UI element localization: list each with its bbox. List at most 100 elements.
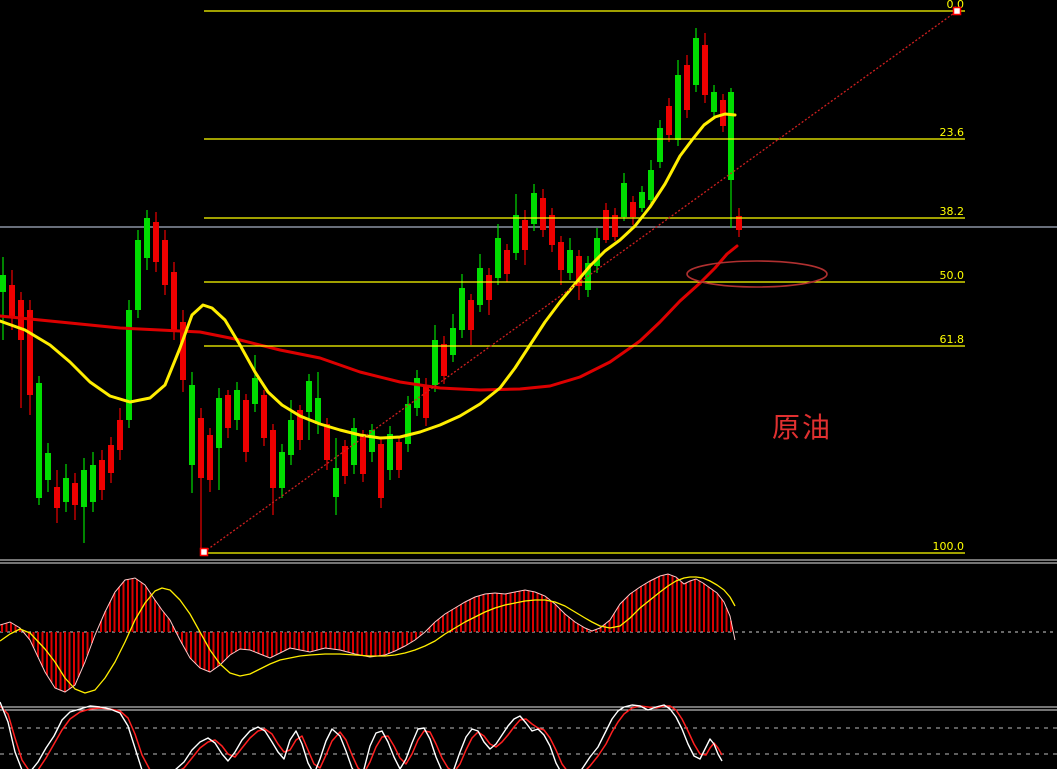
candle-body	[414, 378, 420, 408]
candle-body	[666, 106, 672, 135]
fib-level-label: 0.0	[947, 0, 965, 11]
candle-body	[108, 445, 114, 473]
candle-body	[0, 275, 6, 292]
candle-body	[27, 310, 33, 395]
ellipse-annotation[interactable]	[686, 260, 828, 288]
candle-body	[117, 420, 123, 450]
candle-body	[9, 285, 15, 318]
candle-body	[288, 420, 294, 455]
candle-body	[648, 170, 654, 200]
candle-body	[540, 198, 546, 230]
candle-body	[99, 460, 105, 490]
candle-body	[126, 310, 132, 420]
candle-body	[639, 192, 645, 208]
candle-body	[378, 444, 384, 498]
candle-body	[306, 381, 312, 412]
candle-body	[594, 238, 600, 266]
fib-level-label: 50.0	[940, 269, 965, 282]
candle-body	[369, 430, 375, 452]
candle-body	[459, 288, 465, 330]
candle-body	[405, 404, 411, 444]
candle-body	[477, 268, 483, 305]
candle-body	[603, 210, 609, 240]
candle-body	[711, 92, 717, 112]
candle-body	[54, 487, 60, 508]
candle-body	[531, 193, 537, 224]
candle-body	[567, 250, 573, 273]
candle-body	[495, 238, 501, 278]
candle-body	[180, 322, 186, 380]
candle-body	[387, 434, 393, 470]
candle-body	[657, 128, 663, 162]
candle-body	[297, 410, 303, 440]
candle-body	[81, 470, 87, 507]
candle-body	[351, 428, 357, 465]
ma-red-line	[0, 244, 739, 392]
candle-body	[513, 215, 519, 253]
stochastic-signal-line	[0, 705, 723, 769]
candle-body	[171, 272, 177, 330]
candle-body	[675, 75, 681, 140]
candle-body	[558, 242, 564, 270]
candle-body	[234, 390, 240, 420]
candle-body	[279, 452, 285, 488]
fib-trendline[interactable]	[203, 10, 958, 553]
candle-body	[90, 465, 96, 502]
stochastic-main-line	[0, 701, 723, 769]
candle-body	[612, 215, 618, 237]
candle-body	[423, 385, 429, 418]
candle-body	[576, 256, 582, 286]
candle-body	[450, 328, 456, 355]
trendline-anchor-marker[interactable]	[199, 547, 209, 557]
candle-body	[621, 183, 627, 217]
candle-body	[153, 222, 159, 262]
candle-body	[252, 378, 258, 404]
candle-body	[728, 92, 734, 180]
candle-body	[243, 400, 249, 452]
candle-body	[522, 220, 528, 250]
candle-body	[216, 398, 222, 448]
candle-body	[261, 395, 267, 438]
candle-body	[720, 100, 726, 126]
candle-body	[441, 344, 447, 376]
candle-body	[736, 216, 742, 230]
macd-histogram	[1, 574, 732, 692]
candle-body	[693, 38, 699, 85]
candle-body	[684, 65, 690, 110]
candle-body	[144, 218, 150, 258]
candle-body	[135, 240, 141, 310]
candle-body	[333, 468, 339, 497]
candle-body	[468, 300, 474, 330]
candle-body	[198, 418, 204, 478]
candle-body	[36, 383, 42, 498]
ma-yellow-line	[0, 112, 737, 440]
candle-body	[72, 483, 78, 505]
macd-envelope-line	[0, 573, 736, 693]
fib-level-label: 100.0	[933, 540, 965, 553]
candle-body	[162, 240, 168, 285]
candle-body	[396, 442, 402, 470]
candle-body	[702, 45, 708, 95]
chart-annotation-label: 原油	[772, 411, 833, 444]
candle-body	[270, 430, 276, 488]
candle-body	[63, 478, 69, 502]
candle-body	[18, 300, 24, 340]
fib-level-label: 23.6	[940, 126, 965, 139]
candle-body	[324, 424, 330, 460]
candle-body	[486, 275, 492, 300]
candle-body	[315, 398, 321, 424]
candlestick-series	[0, 28, 742, 552]
fib-level-label: 38.2	[940, 205, 965, 218]
candle-body	[549, 215, 555, 245]
trendline-anchor-marker[interactable]	[952, 6, 962, 16]
fib-level-label: 61.8	[940, 333, 965, 346]
candle-body	[630, 202, 636, 217]
candle-body	[342, 446, 348, 476]
candle-body	[432, 340, 438, 385]
candle-body	[360, 436, 366, 474]
candle-body	[189, 385, 195, 465]
candle-body	[504, 250, 510, 274]
candle-body	[225, 395, 231, 428]
